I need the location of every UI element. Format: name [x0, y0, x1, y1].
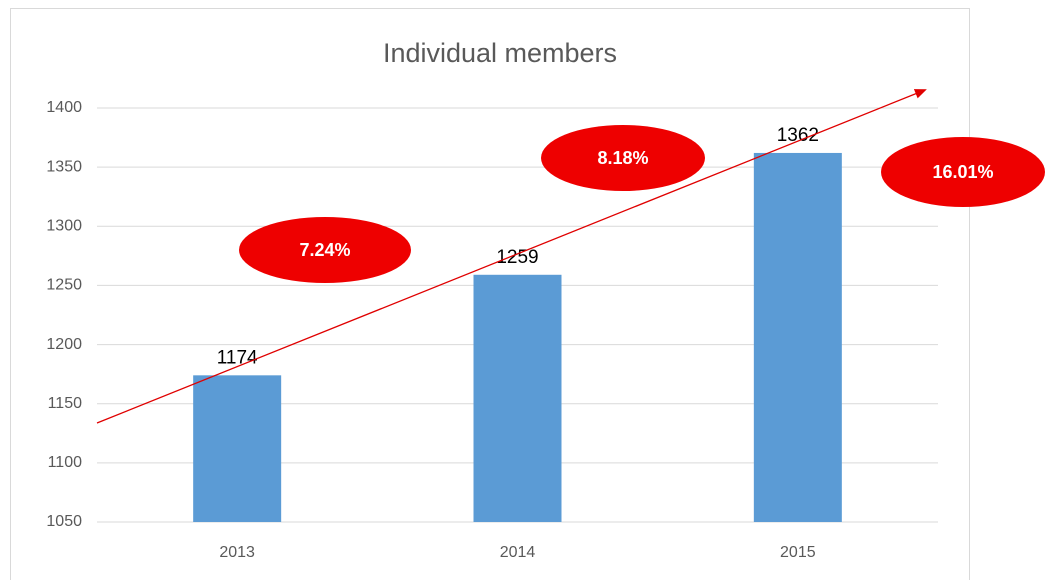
- x-tick-label: 2015: [780, 544, 816, 561]
- annotation-bubble: [541, 125, 705, 191]
- data-label: 1362: [777, 125, 819, 146]
- annotation-bubble: [239, 217, 411, 283]
- y-tick-label: 1050: [46, 513, 82, 530]
- annotation: 16.01%: [932, 162, 993, 182]
- bar: [753, 152, 842, 522]
- annotation-bubble: [881, 137, 1045, 207]
- y-tick-label: 1150: [48, 395, 83, 412]
- x-tick-label: 2013: [219, 544, 255, 561]
- data-label: 1259: [496, 247, 538, 268]
- y-tick-label: 1300: [46, 218, 82, 235]
- y-tick-label: 1350: [46, 158, 82, 175]
- y-tick-label: 1250: [46, 277, 82, 294]
- data-label: 1174: [217, 347, 258, 368]
- bar: [193, 375, 282, 522]
- x-tick-label: 2014: [500, 544, 536, 561]
- trend-arrow: [96, 89, 927, 424]
- bar: [473, 274, 562, 522]
- y-tick-label: 1400: [46, 99, 82, 116]
- chart-title: Individual members: [383, 38, 617, 68]
- annotation: 8.18%: [597, 148, 648, 168]
- y-tick-label: 1200: [46, 336, 82, 353]
- y-tick-label: 1100: [48, 454, 83, 471]
- annotation: 7.24%: [299, 240, 350, 260]
